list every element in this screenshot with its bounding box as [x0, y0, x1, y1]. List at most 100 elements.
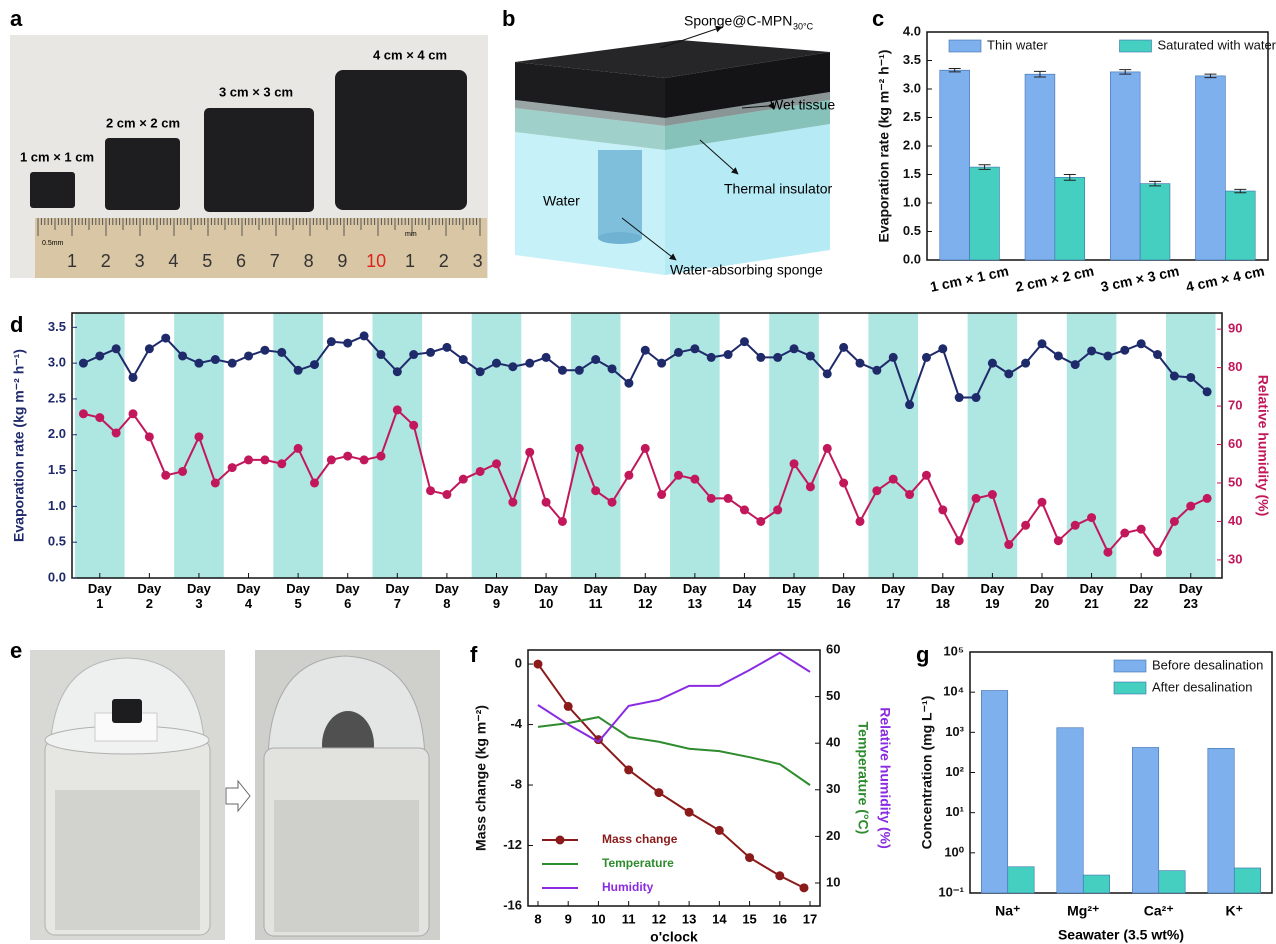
panel-label: b	[502, 6, 515, 31]
marker	[492, 459, 501, 468]
y-tick-label: 1.0	[48, 498, 66, 513]
marker	[955, 393, 964, 402]
marker	[608, 498, 617, 507]
marker	[955, 536, 964, 545]
schematic-label: Wet tissue	[770, 97, 835, 113]
bar	[1110, 72, 1140, 260]
marker	[1037, 498, 1046, 507]
ruler-label: 3	[135, 251, 145, 271]
x-axis-label: o'clock	[650, 929, 698, 944]
marker	[145, 344, 154, 353]
y-tick-label: 0.0	[903, 251, 921, 266]
x-tick-label: Day 11	[581, 581, 611, 611]
ruler-label: 6	[236, 251, 246, 271]
marker	[988, 490, 997, 499]
series-line	[538, 717, 810, 785]
ruler-label: 10	[366, 251, 386, 271]
marker	[1103, 548, 1112, 557]
marker	[938, 505, 947, 514]
marker	[806, 482, 815, 491]
marker	[690, 475, 699, 484]
marker	[624, 471, 633, 480]
x-tick-label: Day 10	[531, 581, 561, 611]
marker	[823, 369, 832, 378]
size-label: 1 cm × 1 cm	[20, 149, 94, 164]
day-band	[1166, 313, 1216, 578]
marker	[1170, 517, 1179, 526]
x-tick-label: 14	[712, 911, 727, 926]
marker	[988, 359, 997, 368]
bar	[1159, 871, 1185, 893]
legend-label: Temperature	[602, 856, 674, 870]
bar	[1140, 184, 1170, 260]
marker	[343, 452, 352, 461]
y-tick-label: 10⁴	[943, 684, 964, 699]
marker	[773, 353, 782, 362]
panel-label: e	[10, 638, 22, 663]
bar	[1208, 748, 1234, 893]
marker	[426, 486, 435, 495]
marker	[1153, 350, 1162, 359]
x-tick-label: Day 16	[829, 581, 859, 611]
marker	[674, 348, 683, 357]
x-tick-label: 8	[534, 911, 541, 926]
marker	[839, 479, 848, 488]
x-tick-label: Day 3	[184, 581, 214, 611]
marker	[442, 343, 451, 352]
marker	[1120, 346, 1129, 355]
marker	[409, 350, 418, 359]
y-axis-label: Evaporation rate (kg m⁻² h⁻¹)	[876, 50, 892, 243]
x-tick-label: Day 8	[432, 581, 462, 611]
schematic-label: Thermal insulator	[724, 181, 832, 197]
bar	[1008, 867, 1034, 893]
marker	[294, 444, 303, 453]
schematic-label: Water	[543, 193, 580, 209]
marker	[459, 475, 468, 484]
y-tick-label: 0.0	[48, 569, 66, 584]
marker	[393, 405, 402, 414]
x-tick-label: Day 22	[1126, 581, 1156, 611]
y-tick-label: 10²	[945, 764, 964, 779]
marker	[1021, 359, 1030, 368]
x-tick-label: 11	[622, 911, 636, 926]
marker	[905, 400, 914, 409]
y-tick-label: -8	[510, 776, 522, 791]
bar	[1083, 875, 1109, 893]
series-line	[83, 410, 1207, 552]
y2-tick-label: 40	[1228, 513, 1242, 528]
marker	[1120, 529, 1129, 538]
marker	[542, 353, 551, 362]
x-tick-label: Day 1	[85, 581, 115, 611]
panel-label: a	[10, 6, 23, 31]
day-band	[868, 313, 918, 578]
marker	[624, 765, 633, 774]
marker	[508, 362, 517, 371]
bar	[1132, 747, 1158, 893]
legend-swatch	[1114, 682, 1146, 694]
day-band	[472, 313, 522, 578]
marker	[889, 475, 898, 484]
y2-tick-label: 40	[826, 735, 840, 750]
marker	[244, 455, 253, 464]
x-tick-label: 16	[773, 911, 787, 926]
y-tick-label: -12	[503, 837, 522, 852]
y-tick-label: 2.0	[48, 426, 66, 441]
x-tick-label: Day 20	[1027, 581, 1057, 611]
marker	[872, 486, 881, 495]
marker	[95, 413, 104, 422]
marker	[889, 353, 898, 362]
marker	[591, 355, 600, 364]
marker	[905, 490, 914, 499]
marker	[1054, 536, 1063, 545]
y2-tick-label: 70	[1228, 398, 1242, 413]
y-tick-label: 10⁵	[943, 643, 964, 658]
marker	[211, 355, 220, 364]
category-label: Ca²⁺	[1144, 903, 1174, 919]
y2-axis-label: Relative humidity (%)	[877, 707, 893, 849]
marker	[426, 348, 435, 357]
marker	[740, 337, 749, 346]
marker	[724, 350, 733, 359]
marker	[228, 463, 237, 472]
legend-swatch	[1120, 40, 1152, 52]
panel-label: d	[10, 312, 23, 337]
